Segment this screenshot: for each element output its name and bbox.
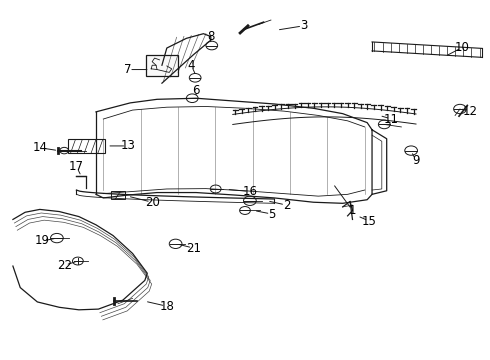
Text: 13: 13 [121,139,135,152]
Text: 14: 14 [32,141,47,154]
Text: 15: 15 [362,215,377,228]
Text: 16: 16 [243,185,257,198]
Text: 9: 9 [412,154,420,167]
Bar [111,192,125,199]
Text: 2: 2 [283,199,290,212]
Text: 21: 21 [186,242,201,255]
Text: 20: 20 [145,196,160,209]
Text: 4: 4 [188,59,195,72]
Text: 8: 8 [207,30,215,43]
Text: 7: 7 [124,63,131,76]
Text: 12: 12 [462,105,477,118]
Text: 22: 22 [57,259,72,272]
Bar [147,55,178,76]
Text: 19: 19 [35,234,49,247]
Text: 17: 17 [69,160,84,173]
Text: 3: 3 [300,19,307,32]
Text: 18: 18 [159,300,174,313]
Text: 5: 5 [268,208,275,221]
Bar [68,139,105,153]
Text: 11: 11 [384,113,399,126]
Text: 10: 10 [455,41,470,54]
Text: 6: 6 [193,84,200,97]
Text: 1: 1 [349,204,356,217]
